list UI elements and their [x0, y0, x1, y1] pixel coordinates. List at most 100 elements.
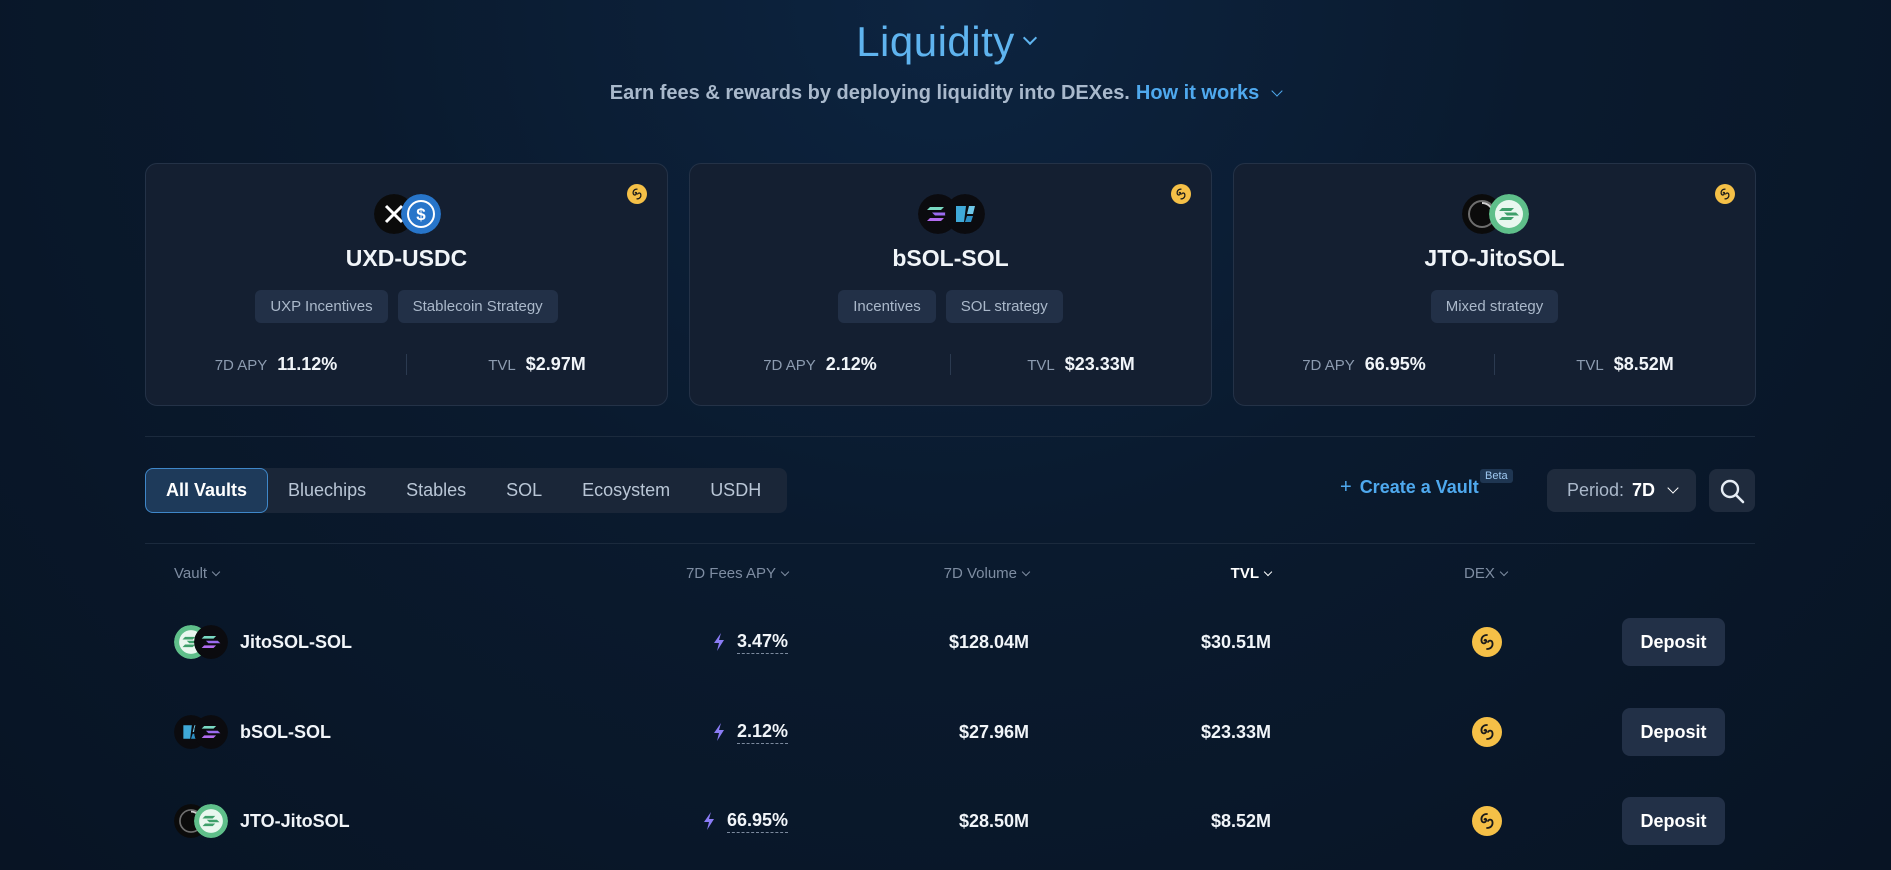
volume-cell: $28.50M: [958, 810, 1029, 831]
tvl-cell: $23.33M: [1200, 721, 1271, 742]
tvl-label: TVL: [1576, 357, 1604, 374]
column-fees-apy[interactable]: 7D Fees APY: [685, 565, 790, 582]
chevron-down-icon: [211, 567, 221, 577]
section-divider: [145, 436, 1755, 437]
featured-card-uxd-usdc[interactable]: UXD-USDC UXP Incentives Stablecoin Strat…: [145, 163, 668, 406]
tvl-cell: $8.52M: [1210, 810, 1271, 831]
tvl-value: $23.33M: [1064, 354, 1135, 374]
jitosol-icon: [194, 804, 228, 838]
table-row[interactable]: bSOL-SOL 2.12% $27.96M $23.33M Deposit: [0, 702, 1891, 762]
tag: UXP Incentives: [255, 290, 388, 323]
orca-dex-icon: [1472, 717, 1502, 747]
beta-badge: Beta: [1480, 469, 1513, 483]
chevron-down-icon: [1499, 567, 1509, 577]
table-header: Vault 7D Fees APY 7D Volume TVL DEX: [0, 565, 1891, 585]
vault-cell: bSOL-SOL: [174, 702, 331, 762]
token-pair-icons: [374, 194, 440, 234]
tvl-stat: TVL $23.33M: [950, 354, 1211, 375]
volume-cell: $27.96M: [958, 721, 1029, 742]
token-pair-icons: [174, 625, 228, 659]
orca-dex-icon: [627, 184, 647, 204]
strategy-tags: Mixed strategy: [1234, 290, 1755, 323]
bolt-icon: [703, 812, 714, 830]
sol-icon: [194, 625, 228, 659]
column-volume[interactable]: 7D Volume: [943, 565, 1031, 582]
apy-value[interactable]: 66.95%: [726, 810, 788, 833]
deposit-cell: Deposit: [1622, 791, 1725, 851]
dex-cell: [1472, 791, 1502, 851]
tab-sol[interactable]: SOL: [506, 480, 543, 500]
vault-name: JTO-JitoSOL: [1424, 245, 1565, 271]
apy-value[interactable]: 3.47%: [736, 631, 788, 654]
vault-stats: 7D APY 11.12% TVL $2.97M: [146, 354, 667, 375]
column-label: 7D Volume: [943, 565, 1017, 582]
vault-name: bSOL-SOL: [892, 245, 1009, 271]
tab-all-vaults[interactable]: All Vaults: [145, 468, 269, 513]
apy-cell: 2.12%: [713, 702, 788, 762]
chevron-down-icon: [1021, 567, 1031, 577]
strategy-tags: UXP Incentives Stablecoin Strategy: [146, 290, 667, 323]
table-row[interactable]: JitoSOL-SOL 3.47% $128.04M $30.51M Depos…: [0, 612, 1891, 672]
apy-value: 2.12%: [825, 354, 877, 374]
apy-stat: 7D APY 2.12%: [690, 354, 950, 375]
vault-cell: JitoSOL-SOL: [174, 612, 352, 672]
title-dropdown[interactable]: Liquidity: [856, 18, 1037, 66]
featured-card-jto-jitosol[interactable]: JTO-JitoSOL Mixed strategy 7D APY 66.95%…: [1233, 163, 1756, 406]
create-vault-button[interactable]: + Create a Vault Beta: [1340, 469, 1513, 499]
chevron-down-icon: [1022, 30, 1037, 46]
chevron-down-icon: [1271, 85, 1283, 97]
tab-usdh[interactable]: USDH: [710, 480, 762, 500]
token-pair-icons: [918, 194, 984, 234]
orca-dex-icon: [1472, 806, 1502, 836]
tvl-stat: TVL $8.52M: [1494, 354, 1755, 375]
tvl-label: TVL: [1027, 357, 1055, 374]
tab-stables[interactable]: Stables: [406, 480, 467, 500]
vault-name: JTO-JitoSOL: [240, 810, 350, 831]
volume-cell: $128.04M: [948, 631, 1029, 652]
apy-label: 7D APY: [1302, 357, 1355, 374]
search-button[interactable]: [1709, 469, 1755, 512]
apy-label: 7D APY: [763, 357, 816, 374]
deposit-button[interactable]: Deposit: [1622, 797, 1725, 845]
usdc-icon: [401, 194, 441, 234]
sol-icon: [194, 715, 228, 749]
how-it-works-label: How it works: [1135, 82, 1260, 104]
period-select[interactable]: Period: 7D: [1547, 469, 1696, 512]
deposit-cell: Deposit: [1622, 702, 1725, 762]
dex-cell: [1472, 612, 1502, 672]
how-it-works-link[interactable]: How it works: [1135, 82, 1283, 105]
token-pair-icons: [1462, 194, 1528, 234]
deposit-button[interactable]: Deposit: [1622, 618, 1725, 666]
bolt-icon: [713, 633, 724, 651]
column-dex[interactable]: DEX: [1464, 565, 1509, 582]
page-title: Liquidity: [856, 18, 1015, 65]
vault-stats: 7D APY 66.95% TVL $8.52M: [1234, 354, 1755, 375]
tvl-label: TVL: [488, 357, 516, 374]
column-label: 7D Fees APY: [685, 565, 776, 582]
column-tvl[interactable]: TVL: [1231, 565, 1273, 582]
create-vault-label: Create a Vault: [1359, 477, 1479, 497]
column-vault[interactable]: Vault: [174, 565, 221, 582]
dex-cell: [1472, 702, 1502, 762]
featured-vaults: UXD-USDC UXP Incentives Stablecoin Strat…: [145, 163, 1756, 406]
vault-name: JitoSOL-SOL: [240, 631, 352, 652]
deposit-button[interactable]: Deposit: [1622, 708, 1725, 756]
apy-value[interactable]: 2.12%: [736, 721, 788, 744]
token-pair-icons: [174, 715, 228, 749]
column-label: Vault: [174, 565, 208, 582]
tab-ecosystem[interactable]: Ecosystem: [582, 480, 671, 500]
chevron-down-icon: [1263, 567, 1273, 577]
vault-cell: JTO-JitoSOL: [174, 791, 350, 851]
orca-dex-icon: [1715, 184, 1735, 204]
orca-dex-icon: [1171, 184, 1191, 204]
period-label: Period:: [1567, 480, 1625, 500]
apy-stat: 7D APY 66.95%: [1234, 354, 1494, 375]
tab-bluechips[interactable]: Bluechips: [288, 480, 367, 500]
search-icon: [1720, 479, 1745, 503]
bolt-icon: [713, 723, 724, 741]
table-row[interactable]: JTO-JitoSOL 66.95% $28.50M $8.52M Deposi…: [0, 791, 1891, 851]
apy-value: 66.95%: [1364, 354, 1426, 374]
tag: Mixed strategy: [1430, 290, 1559, 323]
featured-card-bsol-sol[interactable]: bSOL-SOL Incentives SOL strategy 7D APY …: [689, 163, 1212, 406]
page-header: Liquidity Earn fees & rewards by deployi…: [0, 18, 1891, 105]
